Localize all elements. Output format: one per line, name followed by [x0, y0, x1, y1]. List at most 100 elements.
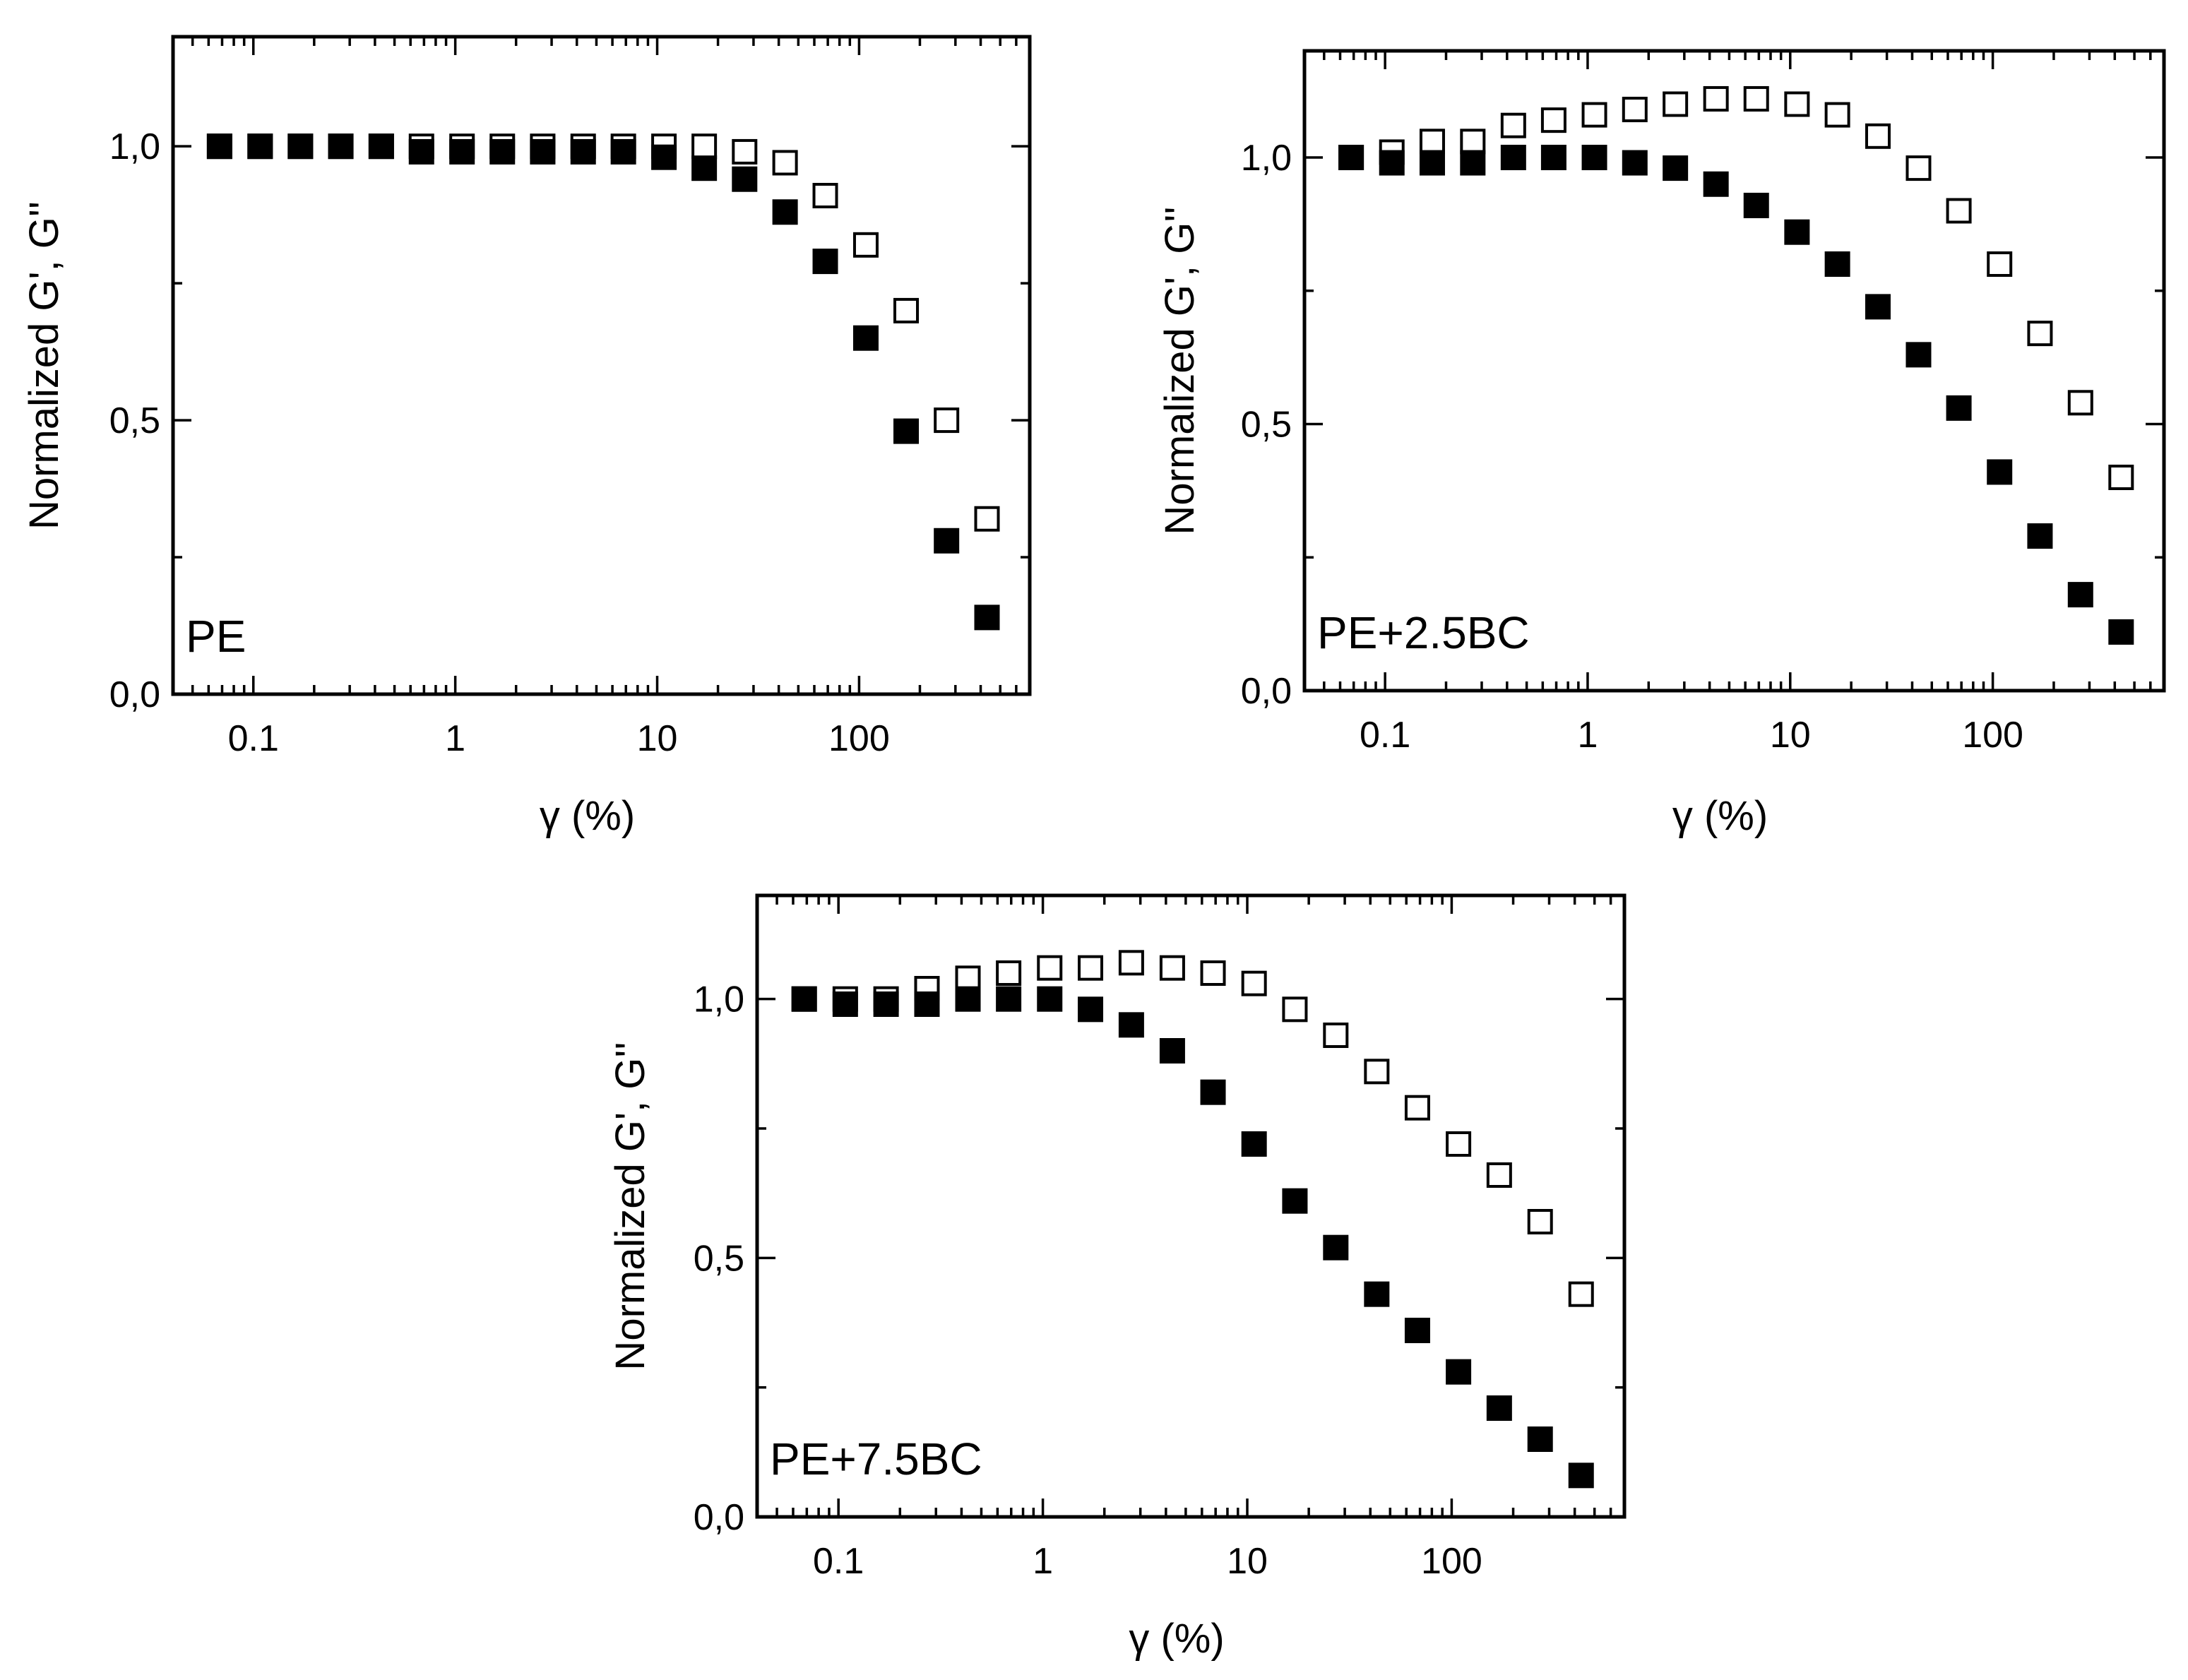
y-tick-label: 0,5: [1241, 405, 1292, 446]
g-prime-point: [1200, 1079, 1226, 1105]
g-prime-point: [1037, 986, 1063, 1012]
g-prime-point: [1159, 1038, 1185, 1064]
g-prime-point: [852, 325, 879, 351]
g-double-prime-point: [934, 407, 960, 434]
x-axis-title: γ (%): [540, 793, 635, 839]
g-prime-point: [408, 138, 434, 165]
g-double-prime-point: [1987, 251, 2013, 277]
g-prime-point: [1824, 251, 1850, 277]
g-double-prime-point: [1159, 955, 1185, 981]
g-prime-point: [1486, 1395, 1512, 1421]
g-prime-point: [934, 528, 960, 554]
g-double-prime-point: [1486, 1162, 1512, 1188]
g-prime-point: [1446, 1359, 1472, 1385]
g-double-prime-point: [1241, 970, 1267, 996]
g-double-prime-point: [996, 960, 1022, 986]
g-prime-point: [1118, 1012, 1144, 1038]
y-tick-label: 1,0: [1241, 138, 1292, 179]
g-prime-point: [1379, 150, 1405, 176]
g-prime-point: [1581, 145, 1607, 170]
g-double-prime-point: [974, 506, 1000, 532]
g-double-prime-point: [1364, 1059, 1390, 1085]
g-prime-point: [1568, 1462, 1594, 1489]
g-double-prime-point: [1581, 102, 1607, 128]
g-prime-point: [1527, 1426, 1553, 1452]
g-prime-point: [651, 144, 677, 170]
x-tick-label: 0.1: [228, 718, 279, 759]
g-prime-point: [1905, 342, 1932, 368]
g-double-prime-point: [1200, 960, 1226, 986]
g-prime-point: [1404, 1318, 1430, 1343]
g-prime-point: [247, 133, 273, 160]
x-tick-label: 1: [445, 718, 465, 759]
g-prime-point: [1743, 192, 1769, 218]
g-double-prime-point: [1323, 1023, 1349, 1048]
x-tick-label: 100: [1962, 715, 2023, 756]
y-axis-title: Normalized G', G'': [1157, 206, 1203, 535]
g-prime-point: [812, 249, 838, 275]
g-prime-point: [914, 991, 940, 1017]
x-tick-label: 100: [1421, 1541, 1482, 1582]
x-tick-label: 10: [1770, 715, 1811, 756]
chart-panel-1: 0,0 0,5 1,0 0.1 1 10 100 γ (%) Normalized G', G'…: [21, 35, 1032, 839]
g-prime-point: [691, 155, 718, 181]
g-double-prime-point: [772, 150, 798, 176]
g-prime-point: [893, 418, 920, 444]
g-prime-point: [2067, 582, 2093, 608]
g-double-prime-point: [1419, 129, 1445, 155]
g-prime-point: [1703, 171, 1729, 197]
g-double-prime-point: [1540, 107, 1566, 133]
g-double-prime-point: [1946, 198, 1972, 224]
g-double-prime-point: [1460, 129, 1486, 155]
g-double-prime-point: [1743, 85, 1769, 112]
x-tick-label: 100: [828, 718, 890, 759]
x-axis-title: γ (%): [1672, 793, 1768, 839]
g-double-prime-point: [1824, 102, 1850, 128]
g-double-prime-point: [1446, 1131, 1472, 1157]
g-prime-point: [570, 138, 596, 165]
g-prime-point: [489, 138, 516, 165]
g-prime-point: [1241, 1131, 1267, 1157]
y-tick-label: 0,0: [109, 674, 160, 715]
x-tick-label: 1: [1578, 715, 1598, 756]
g-prime-point: [449, 138, 475, 165]
g-prime-point: [1078, 996, 1104, 1023]
g-prime-point: [368, 133, 394, 160]
g-prime-point: [832, 991, 858, 1017]
y-tick-label: 0,5: [109, 400, 160, 441]
g-prime-point: [1622, 150, 1648, 176]
g-prime-point: [1364, 1281, 1390, 1307]
g-prime-point: [1282, 1188, 1308, 1214]
g-double-prime-point: [1865, 123, 1891, 149]
panel-label: PE: [186, 611, 246, 662]
g-double-prime-point: [1568, 1281, 1594, 1307]
g-prime-point: [732, 166, 758, 192]
g-prime-point: [974, 604, 1000, 631]
g-prime-point: [1338, 145, 1364, 170]
g-prime-point: [791, 986, 817, 1012]
y-tick-label: 1,0: [109, 126, 160, 167]
g-double-prime-point: [812, 182, 838, 208]
x-tick-label: 0.1: [1360, 715, 1410, 756]
g-prime-point: [955, 986, 981, 1012]
g-prime-point: [1500, 145, 1526, 170]
g-prime-point: [1323, 1234, 1349, 1261]
x-axis-title: γ (%): [1129, 1616, 1224, 1662]
g-prime-point: [328, 133, 354, 160]
plot-frame: [1302, 49, 2166, 693]
g-double-prime-point: [1404, 1095, 1430, 1121]
x-tick-label: 1: [1033, 1541, 1053, 1582]
g-double-prime-point: [2108, 465, 2134, 490]
g-double-prime-point: [2027, 321, 2053, 347]
y-axis-title: Normalized G', G'': [607, 1042, 653, 1370]
g-double-prime-point: [955, 965, 981, 991]
x-tick-label: 0.1: [813, 1541, 864, 1582]
g-double-prime-point: [1037, 955, 1063, 981]
g-prime-point: [287, 133, 314, 160]
g-prime-point: [1865, 294, 1891, 320]
g-prime-point: [2108, 619, 2134, 645]
g-double-prime-point: [1282, 996, 1308, 1023]
g-prime-point: [2027, 523, 2053, 549]
g-prime-point: [1460, 150, 1486, 176]
